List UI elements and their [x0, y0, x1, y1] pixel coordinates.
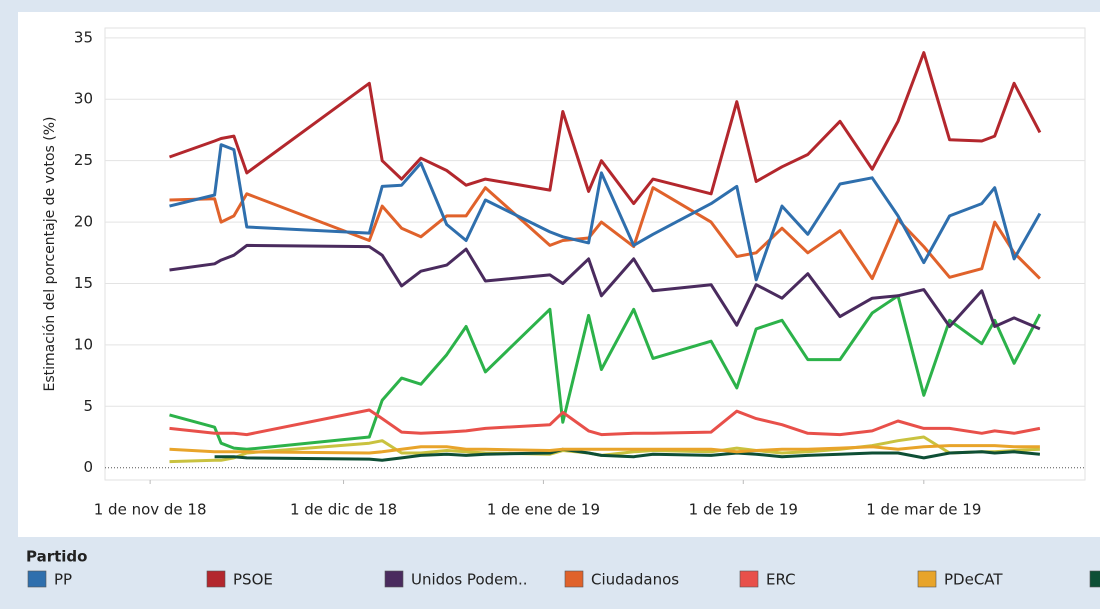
y-tick-label: 30 [74, 90, 93, 108]
series-line [169, 243, 1041, 331]
y-tick-label: 10 [74, 335, 93, 353]
plot-area [104, 27, 1086, 481]
x-tick-label: 1 de mar de 19 [866, 501, 981, 519]
y-tick-label: 20 [74, 213, 93, 231]
series-line [169, 444, 1040, 455]
y-tick-label: 35 [74, 28, 93, 46]
series-line [169, 186, 1041, 281]
legend-swatch [917, 570, 937, 588]
legend-label: Ciudadanos [591, 571, 679, 589]
x-tick-label: 1 de feb de 19 [689, 501, 798, 519]
chart-panel [18, 12, 1100, 537]
series-line [169, 294, 1042, 451]
y-tick-label: 25 [74, 151, 93, 169]
series-line [168, 51, 1042, 206]
legend-swatch [1089, 570, 1100, 588]
x-tick-label: 1 de nov de 18 [94, 501, 207, 519]
legend-swatch [739, 570, 759, 588]
legend-swatch [564, 570, 584, 588]
legend-swatch [206, 570, 226, 588]
legend-label: PP [54, 571, 72, 589]
legend-label: ERC [766, 571, 796, 589]
y-axis-label: Estimación del porcentaje de votos (%) [42, 117, 58, 392]
series-line [214, 447, 1041, 462]
legend-label: Unidos Podem.. [411, 571, 528, 589]
y-tick-label: 15 [74, 274, 93, 292]
x-tick-label: 1 de dic de 18 [290, 501, 397, 519]
series-line [169, 143, 1042, 282]
legend-swatch [384, 570, 404, 588]
y-tick-label: 0 [83, 458, 93, 476]
series-line [169, 435, 1040, 464]
y-tick-label: 5 [83, 397, 93, 415]
legend-label: PDeCAT [944, 571, 1003, 589]
legend-title: Partido [26, 548, 87, 566]
x-tick-label: 1 de ene de 19 [487, 501, 600, 519]
legend-swatch [27, 570, 47, 588]
series-line [169, 408, 1041, 437]
legend-label: PSOE [233, 571, 273, 589]
